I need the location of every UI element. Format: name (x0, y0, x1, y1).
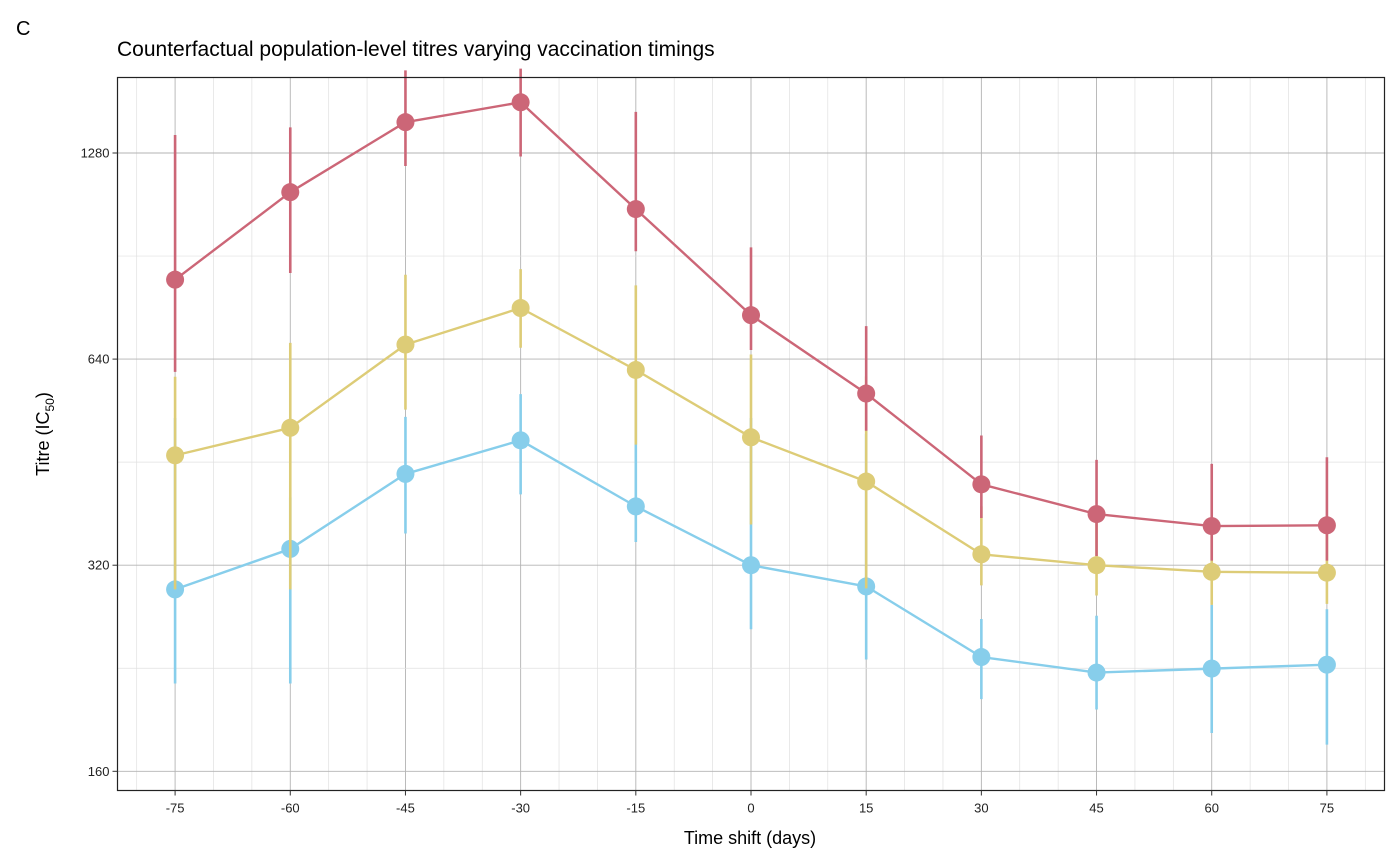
data-point (972, 475, 991, 494)
y-axis-title-close: ) (33, 392, 53, 398)
data-point (396, 464, 415, 483)
x-axis: -75 -60 -45 -30 -15 0 15 30 45 60 75 (166, 790, 1334, 816)
data-point (1317, 563, 1336, 582)
x-tick-label: -45 (396, 801, 415, 816)
series-2 (166, 269, 1336, 605)
x-tick-label: -15 (626, 801, 645, 816)
data-point (1202, 659, 1221, 678)
data-point (511, 93, 530, 112)
y-tick-label: 640 (88, 352, 110, 367)
series-3 (166, 68, 1336, 561)
x-tick-label: 15 (859, 801, 873, 816)
chart-title: Counterfactual population-level titres v… (117, 38, 715, 61)
y-tick-label: 160 (88, 764, 110, 779)
x-tick-label: 30 (974, 801, 988, 816)
data-point (511, 431, 530, 450)
data-point (281, 183, 300, 202)
y-tick-label: 320 (88, 558, 110, 573)
data-point (857, 384, 876, 403)
data-point (396, 113, 415, 132)
y-axis: 160 320 640 1280 (81, 146, 118, 779)
x-tick-label: 75 (1320, 801, 1334, 816)
x-tick-label: 0 (747, 801, 754, 816)
data-point (742, 556, 760, 575)
data-point (166, 446, 185, 465)
y-axis-title-subscript: 50 (43, 398, 57, 412)
x-tick-label: 45 (1089, 801, 1103, 816)
data-point (857, 472, 876, 491)
data-point (742, 306, 760, 325)
x-tick-label: -30 (511, 801, 530, 816)
data-point (166, 270, 185, 289)
data-point (972, 648, 991, 667)
x-tick-label: 60 (1204, 801, 1218, 816)
data-point (396, 335, 415, 354)
panel-label: C (16, 18, 30, 40)
data-point (1087, 505, 1106, 524)
data-point (511, 299, 530, 318)
x-tick-label: -75 (166, 801, 185, 816)
data-point (1087, 556, 1106, 575)
data-point (281, 418, 300, 437)
data-point (626, 200, 645, 219)
y-tick-label: 1280 (81, 146, 110, 161)
x-axis-title: Time shift (days) (684, 828, 816, 848)
y-axis-title: Titre (IC50) (33, 392, 57, 476)
y-axis-title-main: Titre (IC (33, 412, 53, 476)
data-point (1317, 516, 1336, 535)
data-point (626, 360, 645, 379)
data-point (972, 545, 991, 564)
data-point (626, 497, 645, 516)
data-point (1202, 562, 1221, 581)
x-tick-label: -60 (281, 801, 300, 816)
data-point (1202, 517, 1221, 536)
data-point (1087, 663, 1106, 682)
data-point (1317, 655, 1336, 674)
series-layer (166, 68, 1336, 745)
data-point (742, 428, 760, 447)
